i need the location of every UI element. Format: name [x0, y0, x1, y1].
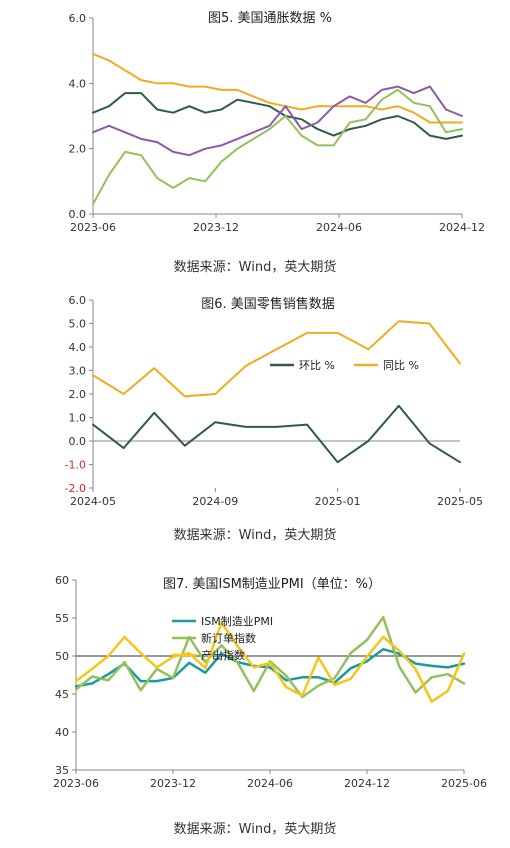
legend-label-3: 产出指数: [201, 648, 245, 662]
y-tick-label: 50: [55, 650, 69, 663]
x-tick-label: 2024-12: [344, 777, 390, 790]
series-line-1: [92, 404, 461, 464]
chart-retail-sales-svg: 图6. 美国零售销售数据 -2.0 -1.0 0.0 1.0 2.0 3.0 4.0 5.0 6.…: [65, 294, 483, 508]
y-tick-label: 1.0: [69, 412, 87, 425]
x-tick-label: 2024-05: [70, 495, 116, 508]
x-tick-label: 2024-06: [316, 221, 362, 234]
series-line-2: [92, 320, 461, 398]
series-line-1: [74, 647, 466, 688]
y-tick-label: 35: [55, 764, 69, 777]
x-tick-label: 2024-09: [192, 495, 238, 508]
x-tick-label: 2025-06: [441, 777, 487, 790]
y-tick-label: 3.0: [69, 365, 87, 378]
x-tick-label: 2024-06: [247, 777, 293, 790]
y-tick-label: 40: [55, 726, 69, 739]
series-line-1: [92, 52, 463, 124]
series-line-3: [92, 85, 463, 157]
series-line-3: [74, 621, 466, 703]
legend-label-1: 环比 %: [299, 359, 335, 372]
chart-retail-sales: 图6. 美国零售销售数据 -2.0 -1.0 0.0 1.0 2.0 3.0 4.0 5.0 6.…: [0, 288, 510, 520]
chart-title: 图7. 美国ISM制造业PMI（单位：%）: [163, 577, 381, 592]
y-tick-label: -2.0: [65, 482, 86, 495]
y-tick-label: -1.0: [65, 459, 86, 472]
x-tick-label: 2023-12: [150, 777, 196, 790]
x-tick-label: 2025-05: [437, 495, 483, 508]
series-line-2: [74, 615, 466, 699]
y-tick-label: 2.0: [69, 388, 87, 401]
y-tick-label: 0.0: [69, 208, 87, 221]
y-tick-label: 0.0: [69, 435, 87, 448]
source-note-2: 数据来源：Wind，英大期货: [173, 528, 337, 543]
chart-inflation: 图5. 美国通胀数据 % 0.0 2.0 4.0 6.0 2023-06 2023-12 20…: [0, 0, 510, 258]
x-tick-label: 2023-12: [193, 221, 239, 234]
y-tick-label: 45: [55, 688, 69, 701]
y-tick-label: 4.0: [69, 77, 87, 90]
x-tick-label: 2023-06: [70, 221, 116, 234]
x-tick-label: 2023-06: [53, 777, 99, 790]
chart-title: 图5. 美国通胀数据 %: [208, 11, 332, 26]
chart-ism-pmi: 图7. 美国ISM制造业PMI（单位：%） 35 40 45 50 55 60 2023-06…: [0, 568, 510, 808]
chart-title: 图6. 美国零售销售数据: [201, 296, 335, 312]
y-tick-label: 55: [55, 612, 69, 625]
x-tick-label: 2024-12: [439, 221, 485, 234]
chart-ism-pmi-svg: 图7. 美国ISM制造业PMI（单位：%） 35 40 45 50 55 60 2023-06…: [53, 574, 487, 790]
source-note-3: 数据来源：Wind，英大期货: [173, 822, 337, 837]
legend-label-1: ISM制造业PMI: [201, 614, 273, 628]
y-tick-label: 5.0: [69, 318, 87, 331]
legend-label-2: 新订单指数: [201, 631, 256, 645]
source-note-1: 数据来源：Wind，英大期货: [173, 260, 337, 275]
legend-label-2: 同比 %: [383, 359, 419, 372]
series-line-2: [92, 92, 463, 140]
x-tick-label: 2025-01: [315, 495, 361, 508]
y-tick-label: 4.0: [69, 341, 87, 354]
y-tick-label: 2.0: [69, 143, 87, 156]
y-tick-label: 60: [55, 574, 69, 587]
series-line-4: [92, 88, 463, 206]
y-tick-label: 6.0: [69, 294, 87, 307]
y-tick-label: 6.0: [69, 12, 87, 25]
chart-inflation-svg: 图5. 美国通胀数据 % 0.0 2.0 4.0 6.0 2023-06 2023-12 20…: [69, 11, 485, 234]
